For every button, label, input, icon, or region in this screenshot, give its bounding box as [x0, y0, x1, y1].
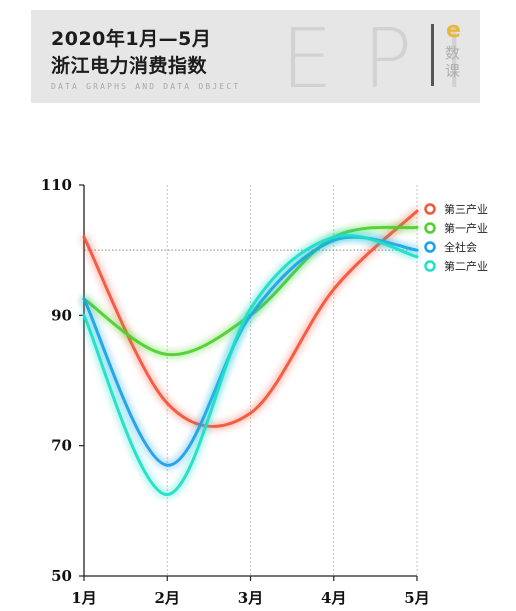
brand-logo-text: 数课: [445, 44, 461, 80]
title-banner: EPI 2020年1月—5月 浙江电力消费指数 DATA GRAPHS AND …: [31, 10, 480, 107]
legend-marker-3: [424, 241, 436, 253]
brand-logo-letter: e: [446, 18, 461, 43]
series-line-1: [82, 209, 419, 428]
y-tick-label-110: 110: [41, 176, 72, 194]
y-tick-label-70: 70: [51, 437, 72, 455]
x-tick-label-1: 1月: [71, 589, 96, 607]
legend-label-4: 第二产业: [444, 259, 488, 273]
brand-divider: [431, 24, 434, 86]
legend-label-3: 全社会: [444, 240, 477, 254]
chart-axes: 50 70 90 110 1月 2月 3月 4月 5月: [41, 176, 430, 607]
watermark-text: EPI: [281, 12, 497, 107]
x-tick-label-4: 4月: [321, 589, 346, 607]
legend-marker-1: [424, 203, 436, 215]
x-tick-label-3: 3月: [238, 589, 263, 607]
y-tick-label-50: 50: [51, 567, 72, 585]
chart-title-line2: 浙江电力消费指数: [51, 55, 208, 77]
legend-marker-2: [424, 222, 436, 234]
y-tick-label-90: 90: [51, 306, 72, 324]
x-tick-label-5: 5月: [404, 589, 429, 607]
chart-grid: [84, 185, 418, 576]
legend-label-2: 第一产业: [444, 221, 488, 235]
legend-marker-4: [424, 260, 436, 272]
chart-subtitle: DATA GRAPHS AND DATA OBJECT: [51, 82, 241, 91]
chart-series: [82, 209, 419, 497]
legend-label-1: 第三产业: [444, 202, 488, 216]
x-tick-label-2: 2月: [155, 589, 180, 607]
series-line-4: [82, 233, 419, 497]
chart-title-line1: 2020年1月—5月: [51, 28, 212, 50]
